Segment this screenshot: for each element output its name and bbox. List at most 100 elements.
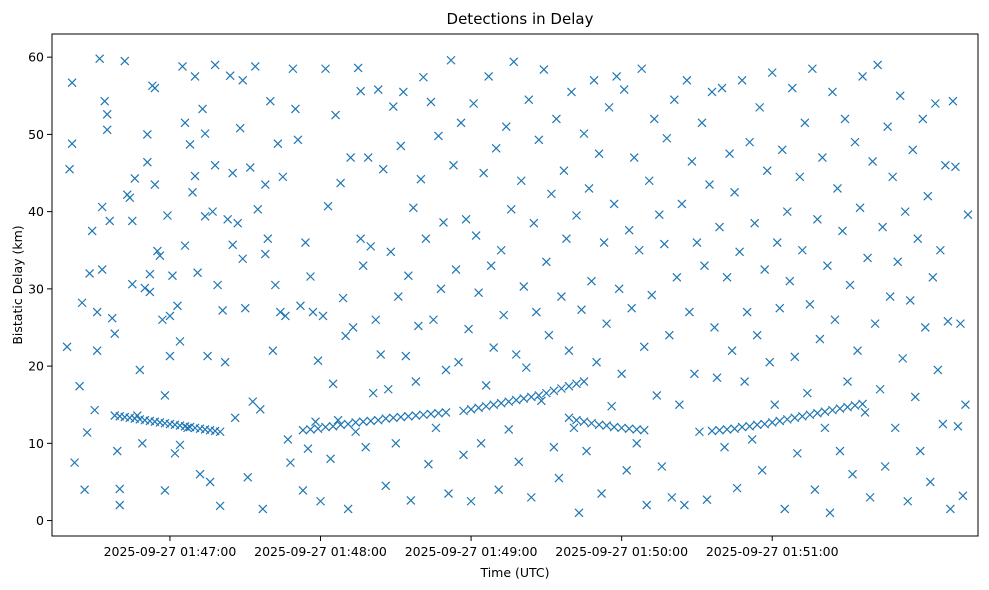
data-point — [584, 184, 594, 193]
data-point — [188, 187, 197, 197]
data-point — [80, 485, 90, 495]
data-point — [549, 442, 559, 452]
data-point — [444, 489, 453, 498]
data-point — [888, 172, 898, 182]
data-point — [175, 440, 185, 450]
data-point — [328, 379, 338, 389]
data-point — [602, 421, 612, 430]
data-point — [321, 422, 330, 432]
data-point — [102, 125, 112, 135]
data-point — [679, 500, 689, 510]
data-point — [112, 446, 122, 456]
data-point — [557, 292, 566, 302]
data-point — [800, 118, 810, 128]
data-point — [331, 110, 340, 120]
data-point — [963, 210, 973, 220]
data-point — [956, 319, 965, 329]
data-point — [471, 231, 481, 240]
data-point — [767, 68, 777, 78]
data-point — [627, 303, 637, 313]
data-point — [607, 401, 617, 411]
data-point — [893, 257, 903, 267]
data-point — [878, 222, 888, 232]
axes-layer — [51, 33, 979, 537]
data-point — [740, 377, 750, 386]
data-point — [705, 180, 714, 190]
data-point — [577, 305, 586, 315]
data-point — [722, 272, 732, 282]
data-point — [476, 438, 486, 448]
data-point — [767, 418, 777, 427]
data-point — [898, 353, 908, 363]
data-point — [551, 114, 561, 124]
data-point — [145, 287, 155, 297]
data-point — [534, 391, 544, 400]
data-point — [715, 425, 724, 435]
data-point — [351, 427, 361, 437]
data-point — [805, 410, 815, 420]
data-point — [790, 413, 800, 423]
points-layer — [62, 54, 973, 518]
data-point — [674, 400, 684, 410]
data-point — [639, 425, 649, 435]
data-point — [278, 172, 288, 182]
data-point — [775, 416, 785, 426]
data-point — [403, 271, 413, 281]
data-point — [797, 245, 807, 255]
data-point — [511, 350, 521, 359]
data-point — [817, 153, 827, 162]
data-point — [810, 485, 820, 495]
data-point — [220, 357, 230, 367]
data-point — [815, 334, 825, 344]
data-point — [210, 60, 220, 70]
data-point — [622, 465, 632, 475]
data-point — [564, 381, 574, 391]
data-point — [366, 241, 376, 251]
data-point — [434, 131, 443, 141]
data-point — [572, 379, 581, 389]
data-point — [524, 95, 534, 105]
data-point — [755, 102, 765, 112]
data-point — [87, 226, 97, 236]
data-point — [820, 423, 830, 433]
data-point — [336, 420, 346, 430]
data-point — [358, 417, 368, 427]
data-point — [639, 342, 649, 352]
data-point — [313, 424, 323, 434]
data-point — [569, 423, 579, 433]
data-point — [190, 72, 200, 81]
data-point — [150, 180, 160, 190]
data-point — [772, 238, 782, 247]
data-point — [238, 254, 248, 264]
data-point — [953, 421, 963, 431]
data-point — [368, 388, 378, 398]
data-point — [649, 114, 659, 124]
data-point — [687, 157, 697, 166]
data-point — [745, 421, 755, 431]
data-point — [632, 438, 642, 448]
data-point — [644, 176, 654, 186]
data-point — [160, 391, 170, 400]
data-point — [883, 122, 893, 132]
data-point — [157, 315, 167, 325]
data-point — [185, 140, 195, 149]
data-point — [125, 193, 135, 203]
data-point — [812, 408, 822, 418]
data-point — [519, 282, 529, 291]
data-point — [135, 365, 145, 375]
data-point — [737, 422, 747, 432]
data-point — [328, 421, 338, 431]
data-point — [215, 501, 225, 511]
data-point — [243, 472, 253, 482]
data-point — [802, 388, 812, 398]
data-point — [564, 346, 574, 356]
data-point — [273, 139, 283, 149]
data-point — [546, 189, 556, 199]
data-point — [283, 435, 293, 444]
data-point — [75, 381, 85, 391]
data-point — [848, 469, 857, 479]
data-point — [423, 459, 433, 469]
data-point — [632, 424, 642, 434]
data-point — [245, 163, 255, 173]
